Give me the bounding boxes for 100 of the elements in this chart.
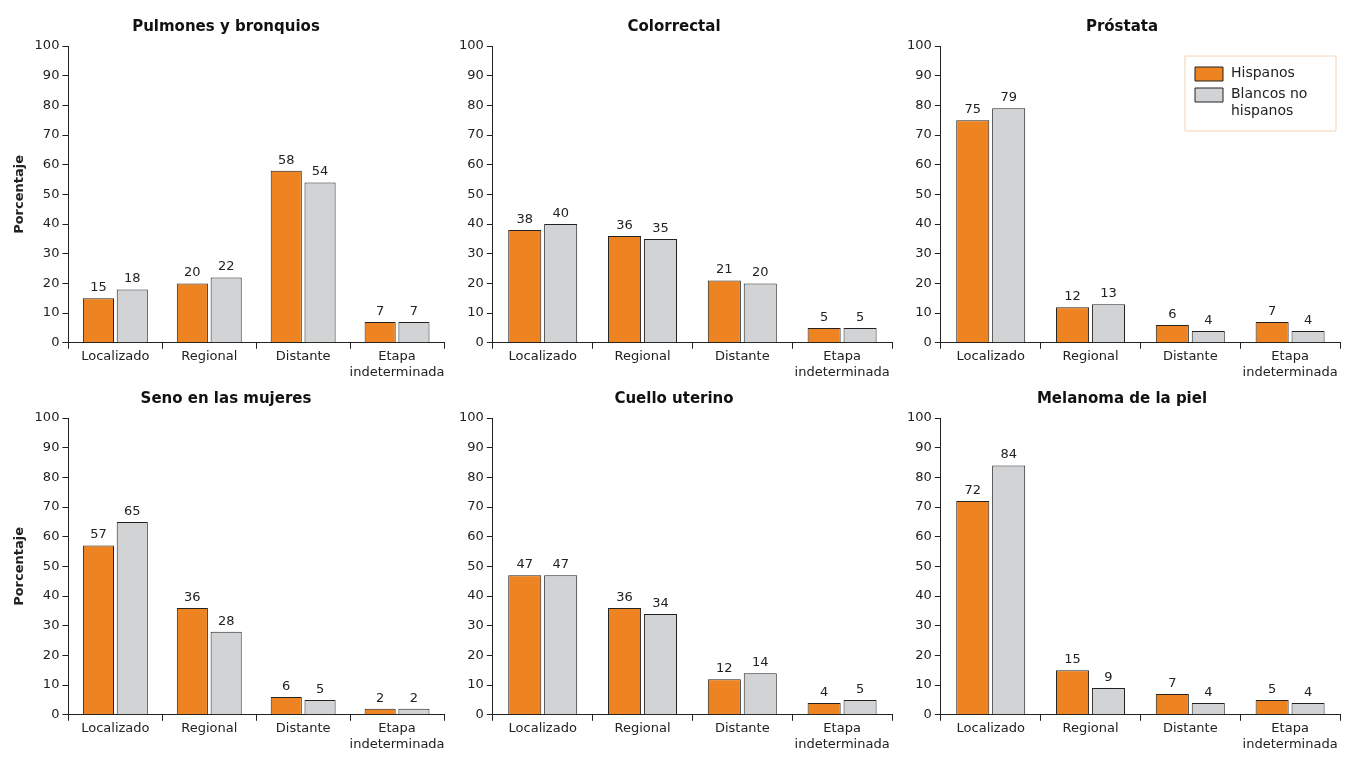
data-label: 12 xyxy=(1064,288,1081,304)
y-tick-label: 20 xyxy=(915,646,932,662)
x-tick-label: Localizado xyxy=(956,347,1025,363)
x-tick-label: Regional xyxy=(614,347,671,363)
x-tick-label: Etapa indeterminada xyxy=(349,347,445,379)
y-tick-label: 60 xyxy=(42,528,60,544)
data-label: 47 xyxy=(552,556,569,572)
x-tick-label: Regional xyxy=(1062,347,1119,363)
data-label: 75 xyxy=(964,101,982,117)
y-tick-label: 20 xyxy=(467,646,484,662)
data-label: 15 xyxy=(90,279,107,295)
x-tick-label: Etapa indeterminada xyxy=(794,347,890,379)
data-label: 5 xyxy=(820,308,829,324)
data-label: 72 xyxy=(964,481,982,497)
data-label: 15 xyxy=(1064,651,1081,667)
y-tick-label: 40 xyxy=(42,587,60,603)
y-tick-label: 0 xyxy=(475,334,484,350)
data-label: 21 xyxy=(716,261,733,277)
y-tick-label: 10 xyxy=(467,676,484,692)
data-label: 6 xyxy=(282,677,291,693)
x-tick-label: Distante xyxy=(275,347,331,363)
data-label: 18 xyxy=(123,270,141,286)
y-tick-label: 40 xyxy=(915,215,932,231)
y-tick-label: 10 xyxy=(467,304,484,320)
y-tick-label: 30 xyxy=(42,617,60,633)
y-tick-label: 100 xyxy=(458,409,484,425)
data-label: 79 xyxy=(1000,89,1017,105)
y-tick-label: 90 xyxy=(915,67,932,83)
y-tick-label: 30 xyxy=(42,245,60,261)
y-tick-label: 100 xyxy=(906,37,932,53)
data-label: 38 xyxy=(516,210,534,226)
y-tick-label: 40 xyxy=(915,587,932,603)
x-tick-label: Regional xyxy=(181,719,238,735)
y-tick-label: 70 xyxy=(42,126,60,142)
y-tick-label: 70 xyxy=(42,498,60,514)
y-tick-label: 90 xyxy=(467,439,484,455)
data-label: 35 xyxy=(652,219,669,235)
y-tick-label: 80 xyxy=(915,96,932,112)
data-label: 7 xyxy=(1268,302,1277,318)
y-tick-label: 10 xyxy=(915,304,932,320)
y-tick-label: 50 xyxy=(42,557,60,573)
y-tick-label: 0 xyxy=(923,706,932,722)
data-label: 4 xyxy=(1204,683,1213,699)
data-label: 9 xyxy=(1104,668,1113,684)
data-label: 34 xyxy=(652,594,669,610)
data-label: 20 xyxy=(751,264,769,280)
data-label: 7 xyxy=(376,302,385,318)
chart-title: Pulmones y bronquios xyxy=(132,16,320,35)
y-tick-label: 30 xyxy=(915,617,932,633)
data-label: 20 xyxy=(184,264,201,280)
y-tick-label: 10 xyxy=(42,676,60,692)
y-tick-label: 0 xyxy=(923,334,932,350)
data-label: 4 xyxy=(820,683,829,699)
y-tick-label: 100 xyxy=(34,409,60,425)
y-tick-label: 90 xyxy=(42,439,60,455)
data-label: 4 xyxy=(1204,311,1213,327)
y-tick-label: 20 xyxy=(467,274,484,290)
y-tick-label: 60 xyxy=(42,156,60,172)
data-label: 14 xyxy=(751,654,769,670)
y-tick-label: 40 xyxy=(467,215,484,231)
y-tick-label: 80 xyxy=(42,468,60,484)
y-tick-label: 80 xyxy=(915,468,932,484)
data-label: 65 xyxy=(123,502,141,518)
chart-title: Seno en las mujeres xyxy=(140,388,312,407)
data-label: 57 xyxy=(90,526,107,542)
y-axis-title: Porcentaje xyxy=(11,526,27,606)
x-tick-label: Etapa indeterminada xyxy=(1242,347,1338,379)
y-tick-label: 80 xyxy=(467,96,484,112)
chart-title: Colorrectal xyxy=(627,16,721,35)
data-label: 47 xyxy=(516,556,534,572)
data-label: 54 xyxy=(311,163,329,179)
y-tick-label: 90 xyxy=(42,67,60,83)
x-tick-label: Etapa indeterminada xyxy=(1242,719,1338,751)
y-tick-label: 50 xyxy=(42,185,60,201)
x-tick-label: Distante xyxy=(275,719,331,735)
x-tick-label: Distante xyxy=(1162,719,1218,735)
data-label: 58 xyxy=(277,151,295,167)
x-tick-label: Regional xyxy=(1062,719,1119,735)
data-label: 28 xyxy=(217,612,235,628)
y-axis-title: Porcentaje xyxy=(11,154,27,234)
y-tick-label: 40 xyxy=(467,587,484,603)
data-label: 36 xyxy=(184,588,201,604)
y-tick-label: 20 xyxy=(42,274,60,290)
y-tick-label: 0 xyxy=(51,706,60,722)
data-label: 84 xyxy=(1000,446,1017,462)
y-tick-label: 10 xyxy=(42,304,60,320)
data-label: 6 xyxy=(1168,305,1177,321)
x-tick-label: Localizado xyxy=(508,347,577,363)
chart-title: Melanoma de la piel xyxy=(1036,388,1208,407)
y-tick-label: 100 xyxy=(34,37,60,53)
y-tick-label: 70 xyxy=(915,498,932,514)
y-tick-label: 100 xyxy=(458,37,484,53)
y-tick-label: 50 xyxy=(915,557,932,573)
data-label: 13 xyxy=(1100,285,1117,301)
chart-title: Cuello uterino xyxy=(614,388,734,407)
data-label: 5 xyxy=(315,680,325,696)
data-label: 5 xyxy=(855,308,865,324)
y-tick-label: 60 xyxy=(915,528,932,544)
chart-title: Próstata xyxy=(1085,16,1159,35)
x-tick-label: Distante xyxy=(714,347,770,363)
